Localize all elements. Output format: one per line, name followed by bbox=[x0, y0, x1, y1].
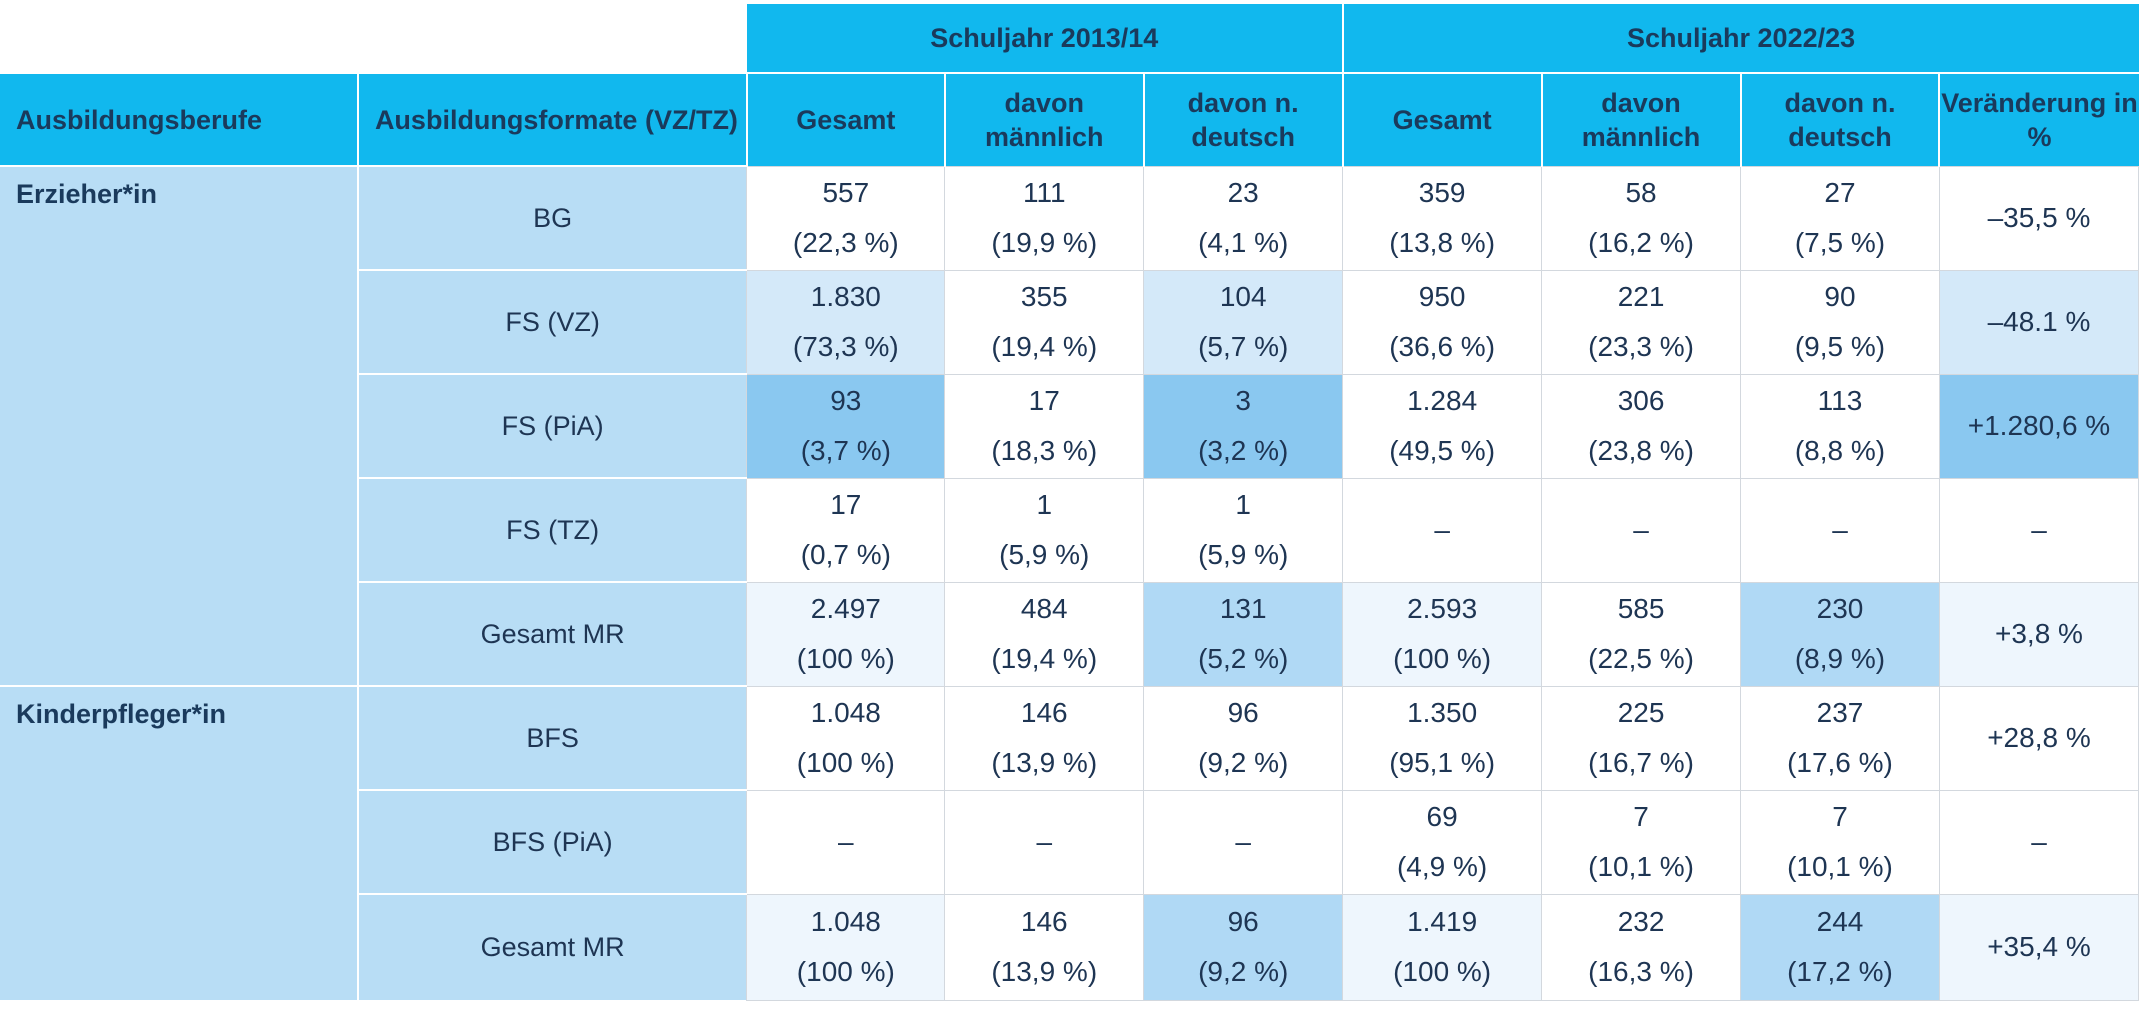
cell-maennlich-2013: 146 (13,9 %) bbox=[944, 685, 1145, 791]
col-header-format: Ausbildungsformate (VZ/TZ) bbox=[356, 72, 747, 166]
cell-deutsch-2022: 230 (8,9 %) bbox=[1740, 581, 1940, 687]
cell-gesamt-2022: 1.284 (49,5 %) bbox=[1342, 373, 1543, 479]
cell-deutsch-2013: – bbox=[1143, 789, 1344, 895]
cell-maennlich-2013: 111 (19,9 %) bbox=[944, 165, 1145, 271]
cell-deutsch-2022: – bbox=[1740, 477, 1940, 583]
table-row: Gesamt MR 2.497 (100 %) 484 (19,4 %) 131 (5… bbox=[0, 581, 2139, 687]
cell-deutsch-2013: 104 (5,7 %) bbox=[1143, 269, 1344, 375]
cell-gesamt-2013: – bbox=[746, 789, 946, 895]
cell-deutsch-2013: 23 (4,1 %) bbox=[1143, 165, 1344, 271]
cell-gesamt-2013: 1.048 (100 %) bbox=[746, 685, 946, 791]
cell-deutsch-2013: 96 (9,2 %) bbox=[1143, 893, 1344, 1001]
cell-gesamt-2022: 1.419 (100 %) bbox=[1342, 893, 1543, 1001]
cell-maennlich-2022: 7 (10,1 %) bbox=[1541, 789, 1742, 895]
cell-deutsch-2013: 96 (9,2 %) bbox=[1143, 685, 1344, 791]
cell-deutsch-2022: 27 (7,5 %) bbox=[1740, 165, 1940, 271]
cell-gesamt-2022: – bbox=[1342, 477, 1543, 583]
col-header-beruf: Ausbildungsberufe bbox=[0, 72, 358, 166]
format-label: Gesamt MR bbox=[356, 893, 747, 1000]
cell-veraenderung: +3,8 % bbox=[1938, 581, 2139, 687]
cell-gesamt-2013: 2.497 (100 %) bbox=[746, 581, 946, 687]
table-row: BFS (PiA) – – – 69 (4,9 %) 7 (10,1 %) 7 (10… bbox=[0, 789, 2139, 895]
cell-maennlich-2022: 585 (22,5 %) bbox=[1541, 581, 1742, 687]
header-blank bbox=[0, 2, 747, 73]
cell-veraenderung: +28,8 % bbox=[1938, 685, 2139, 791]
col-header-gesamt-2013: Gesamt bbox=[745, 72, 945, 166]
table-row: Gesamt MR 1.048 (100 %) 146 (13,9 %) 96 (9,… bbox=[0, 893, 2139, 1001]
cell-deutsch-2013: 131 (5,2 %) bbox=[1143, 581, 1344, 687]
col-header-deutsch-2013: davon n. deutsch bbox=[1142, 72, 1343, 166]
cell-maennlich-2013: 17 (18,3 %) bbox=[944, 373, 1145, 479]
cell-deutsch-2022: 90 (9,5 %) bbox=[1740, 269, 1940, 375]
col-header-maennlich-2013: davon männlich bbox=[943, 72, 1144, 166]
cell-gesamt-2013: 93 (3,7 %) bbox=[746, 373, 946, 479]
cell-veraenderung: +1.280,6 % bbox=[1938, 373, 2139, 479]
cell-gesamt-2022: 2.593 (100 %) bbox=[1342, 581, 1543, 687]
cell-maennlich-2022: 225 (16,7 %) bbox=[1541, 685, 1742, 791]
col-header-gesamt-2022: Gesamt bbox=[1341, 72, 1542, 166]
cell-gesamt-2013: 1.048 (100 %) bbox=[746, 893, 946, 1001]
cell-maennlich-2013: 484 (19,4 %) bbox=[944, 581, 1145, 687]
cell-maennlich-2022: 306 (23,8 %) bbox=[1541, 373, 1742, 479]
cell-deutsch-2022: 7 (10,1 %) bbox=[1740, 789, 1940, 895]
beruf-label: Kinderpfleger*in bbox=[0, 685, 358, 1000]
table-row: FS (TZ) 17 (0,7 %) 1 (5,9 %) 1 (5,9 %) – – … bbox=[0, 477, 2139, 583]
cell-veraenderung: – bbox=[1938, 789, 2139, 895]
format-label: BFS (PiA) bbox=[356, 789, 747, 894]
cell-veraenderung: –48.1 % bbox=[1938, 269, 2139, 375]
cell-maennlich-2022: – bbox=[1541, 477, 1742, 583]
cell-maennlich-2022: 221 (23,3 %) bbox=[1541, 269, 1742, 375]
format-label: Gesamt MR bbox=[356, 581, 747, 686]
cell-veraenderung: +35,4 % bbox=[1938, 893, 2139, 1001]
table-row: FS (PiA) 93 (3,7 %) 17 (18,3 %) 3 (3,2 %) 1… bbox=[0, 373, 2139, 479]
cell-maennlich-2013: 146 (13,9 %) bbox=[944, 893, 1145, 1001]
cell-deutsch-2022: 113 (8,8 %) bbox=[1740, 373, 1940, 479]
cell-maennlich-2022: 232 (16,3 %) bbox=[1541, 893, 1742, 1001]
table-row: Kinderpfleger*in BFS 1.048 (100 %) 146 (13… bbox=[0, 685, 2139, 1000]
group-header-2022: Schuljahr 2022/23 bbox=[1342, 0, 2139, 73]
cell-deutsch-2022: 237 (17,6 %) bbox=[1740, 685, 1940, 791]
cell-maennlich-2022: 58 (16,2 %) bbox=[1541, 165, 1742, 271]
cell-gesamt-2022: 69 (4,9 %) bbox=[1342, 789, 1543, 895]
format-label: FS (PiA) bbox=[356, 373, 747, 478]
format-label: BFS bbox=[356, 685, 747, 790]
cell-veraenderung: – bbox=[1938, 477, 2139, 583]
cell-deutsch-2013: 1 (5,9 %) bbox=[1143, 477, 1344, 583]
cell-maennlich-2013: 1 (5,9 %) bbox=[944, 477, 1145, 583]
format-label: BG bbox=[356, 165, 747, 270]
col-header-deutsch-2022: davon n. deutsch bbox=[1739, 72, 1940, 166]
cell-maennlich-2013: – bbox=[944, 789, 1145, 895]
beruf-label: Erzieher*in bbox=[0, 165, 358, 686]
cell-maennlich-2013: 355 (19,4 %) bbox=[944, 269, 1145, 375]
cell-veraenderung: –35,5 % bbox=[1938, 165, 2139, 271]
col-header-maennlich-2022: davon männlich bbox=[1540, 72, 1741, 166]
cell-gesamt-2013: 1.830 (73,3 %) bbox=[746, 269, 946, 375]
format-label: FS (VZ) bbox=[356, 269, 747, 374]
group-header-2013: Schuljahr 2013/14 bbox=[746, 0, 1344, 73]
cell-gesamt-2022: 359 (13,8 %) bbox=[1342, 165, 1543, 271]
format-label: FS (TZ) bbox=[356, 477, 747, 582]
cell-deutsch-2013: 3 (3,2 %) bbox=[1143, 373, 1344, 479]
cell-gesamt-2022: 1.350 (95,1 %) bbox=[1342, 685, 1543, 791]
cell-gesamt-2022: 950 (36,6 %) bbox=[1342, 269, 1543, 375]
cell-deutsch-2022: 244 (17,2 %) bbox=[1740, 893, 1940, 1001]
table-row: Erzieher*in BG 557 (22,3 %) 111 (19,9 %) 2… bbox=[0, 165, 2139, 686]
cell-gesamt-2013: 557 (22,3 %) bbox=[746, 165, 946, 271]
cell-gesamt-2013: 17 (0,7 %) bbox=[746, 477, 946, 583]
col-header-veraenderung: Veränderung in% bbox=[1938, 72, 2139, 166]
table-row: FS (VZ) 1.830 (73,3 %) 355 (19,4 %) 104 (5,… bbox=[0, 269, 2139, 375]
